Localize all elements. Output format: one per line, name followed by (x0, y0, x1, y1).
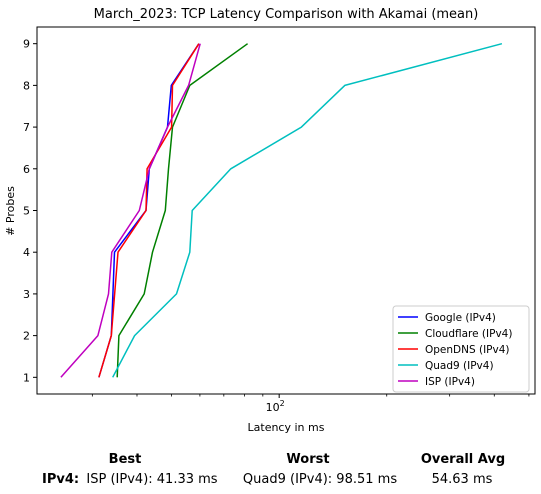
axis-ticks: 1 2 3 4 5 6 7 8 9 102 (23, 38, 530, 414)
x-tick-label: 102 (266, 399, 285, 414)
legend-label: OpenDNS (IPv4) (425, 344, 510, 356)
y-tick-label: 7 (23, 121, 30, 134)
y-tick-label: 8 (23, 79, 30, 92)
series-lines (60, 42, 503, 378)
series-line-opendns-ipv4 (98, 43, 200, 378)
y-tick-label: 6 (23, 163, 30, 176)
legend-label: Google (IPv4) (425, 312, 496, 324)
legend-label: Quad9 (IPv4) (425, 360, 494, 372)
legend: Google (IPv4) Cloudflare (IPv4) OpenDNS (I… (392, 305, 530, 393)
y-tick-label: 9 (23, 38, 30, 51)
chart-title: March_2023: TCP Latency Comparison with … (94, 7, 479, 22)
y-tick-label: 2 (23, 330, 30, 343)
y-tick-label: 1 (23, 371, 30, 384)
x-axis-label: Latency in ms (248, 421, 325, 434)
legend-box (392, 305, 530, 393)
y-axis-label: # Probes (4, 186, 17, 236)
legend-label: Cloudflare (IPv4) (425, 328, 512, 340)
legend-label: ISP (IPv4) (425, 376, 475, 388)
series-line-isp-ipv4 (60, 43, 201, 378)
y-tick-label: 4 (23, 246, 30, 259)
series-line-cloudflare-ipv4 (116, 43, 249, 378)
series-line-quad9-ipv4 (112, 42, 503, 378)
y-tick-label: 5 (23, 205, 30, 218)
y-tick-label: 3 (23, 288, 30, 301)
